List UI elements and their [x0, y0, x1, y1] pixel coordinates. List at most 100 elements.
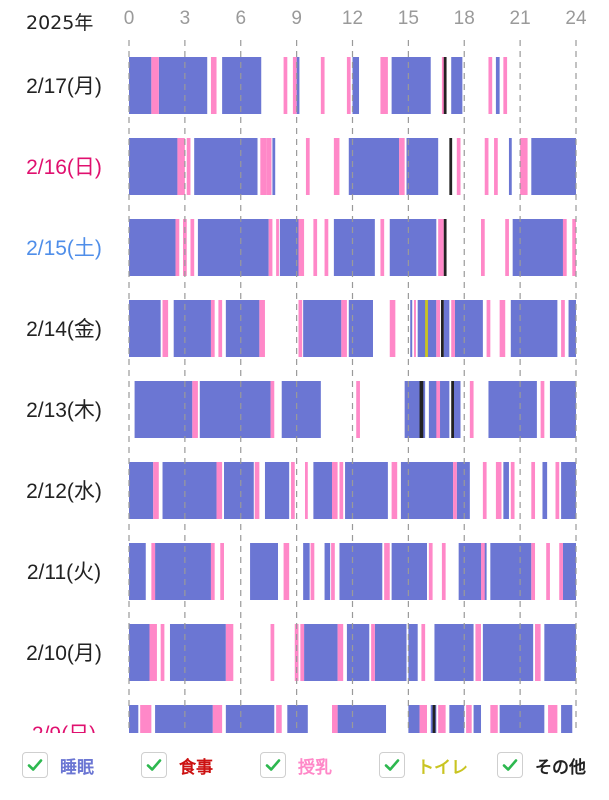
feeding-segment	[494, 138, 498, 195]
feeding-segment	[190, 219, 195, 276]
feeding-segment	[428, 543, 433, 600]
feeding-segment	[466, 705, 472, 733]
feeding-segment	[503, 57, 508, 114]
feeding-segment	[210, 300, 215, 357]
feeding-segment	[505, 219, 509, 276]
legend-item-4[interactable]: その他	[497, 751, 586, 779]
timeline-scroll-area[interactable]: 2/17(月) 2/16(日) 2/15(土) 2/14(金) 2/13(木) 2/12(…	[0, 40, 609, 733]
feeding-segment	[276, 219, 279, 276]
feeding-segment	[310, 543, 315, 600]
sleep-segment	[352, 57, 360, 114]
sleep-segment	[449, 705, 465, 733]
sleep-segment	[304, 624, 338, 681]
feeding-segment	[254, 462, 260, 519]
sleep-segment	[544, 624, 576, 681]
feeding-segment	[270, 381, 275, 438]
sleep-segment	[225, 705, 275, 733]
day-label: 2/14(金)	[26, 318, 102, 341]
feeding-segment	[266, 138, 272, 195]
feeding-segment	[149, 624, 157, 681]
other-segment	[443, 219, 447, 276]
legend-item-3[interactable]: トイレ	[379, 751, 468, 779]
sleep-segment	[391, 57, 431, 114]
legend-label: トイレ	[417, 757, 468, 778]
feeding-segment	[292, 57, 297, 114]
feeding-segment	[332, 705, 338, 733]
feeding-segment	[160, 624, 165, 681]
feeding-segment	[546, 543, 550, 600]
legend-checkbox[interactable]	[22, 752, 48, 778]
sleep-segment	[561, 462, 576, 519]
legend-checkbox[interactable]	[260, 752, 286, 778]
day-label: 2/10(月)	[26, 642, 102, 665]
day-label: 2/9(日)	[0, 718, 128, 733]
legend-label: その他	[535, 757, 586, 778]
sleep-segment	[408, 624, 418, 681]
feeding-segment	[216, 462, 223, 519]
timeline-chart	[128, 40, 577, 733]
legend-item-0[interactable]: 睡眠	[22, 751, 94, 779]
feeding-segment	[380, 219, 385, 276]
feeding-segment	[283, 57, 288, 114]
sleep-segment	[348, 138, 400, 195]
feeding-segment	[499, 300, 506, 357]
feeding-segment	[371, 624, 375, 681]
legend-checkbox[interactable]	[497, 752, 523, 778]
sleep-segment	[303, 300, 342, 357]
sleep-segment	[129, 624, 150, 681]
feeding-segment	[399, 138, 405, 195]
legend-item-2[interactable]: 授乳	[260, 751, 332, 779]
feeding-segment	[484, 138, 489, 195]
sleep-segment	[296, 57, 300, 114]
sleep-segment	[279, 219, 299, 276]
feeding-segment	[291, 462, 295, 519]
sleep-segment	[400, 462, 454, 519]
feeding-segment	[481, 219, 485, 276]
feeding-segment	[490, 705, 498, 733]
sleep-segment	[333, 219, 375, 276]
feeding-segment	[488, 57, 493, 114]
feeding-segment	[451, 300, 455, 357]
feeding-segment	[186, 138, 191, 195]
legend-checkbox[interactable]	[141, 752, 167, 778]
legend-checkbox[interactable]	[379, 752, 405, 778]
feeding-segment	[151, 57, 159, 114]
sleep-segment	[129, 705, 139, 733]
feeding-segment	[260, 138, 267, 195]
feeding-segment	[162, 300, 169, 357]
feeding-segment	[572, 219, 576, 276]
sleep-segment	[158, 57, 208, 114]
sleep-segment	[339, 543, 383, 600]
sleep-segment	[561, 705, 573, 733]
sleep-segment	[129, 300, 161, 357]
sleep-segment	[155, 705, 213, 733]
legend-bar: 睡眠 食事 授乳 トイレ その他	[0, 733, 609, 800]
other-segment	[451, 381, 455, 438]
feeding-segment	[339, 462, 344, 519]
check-icon	[384, 759, 400, 771]
legend-item-1[interactable]: 食事	[141, 751, 213, 779]
feeding-segment	[332, 462, 338, 519]
hour-label-6: 6	[235, 8, 247, 29]
feeding-segment	[469, 381, 474, 438]
day-label: 2/13(木)	[26, 399, 102, 422]
sleep-segment	[542, 462, 548, 519]
feeding-segment	[531, 462, 536, 519]
sleep-segment	[490, 543, 532, 600]
sleep-segment	[134, 381, 193, 438]
feeding-segment	[438, 705, 446, 733]
legend-label: 睡眠	[60, 757, 94, 778]
feeding-segment	[177, 138, 185, 195]
feeding-segment	[192, 381, 198, 438]
feeding-segment	[548, 705, 558, 733]
sleep-segment	[453, 381, 461, 438]
feeding-segment	[210, 543, 215, 600]
sleep-segment	[287, 705, 308, 733]
feeding-segment	[510, 462, 515, 519]
sleep-segment	[374, 624, 407, 681]
sleep-segment	[264, 462, 290, 519]
feeding-segment	[419, 705, 427, 733]
sleep-segment	[408, 705, 420, 733]
hour-label-21: 21	[509, 8, 531, 29]
feeding-segment	[276, 705, 282, 733]
